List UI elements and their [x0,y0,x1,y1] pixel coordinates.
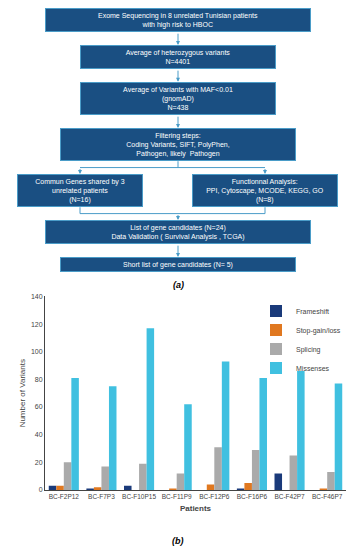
svg-text:(a): (a) [173,280,184,290]
svg-text:BC-F10P15: BC-F10P15 [122,493,156,500]
svg-text:BC-F16P6: BC-F16P6 [237,493,268,500]
svg-text:Number of Variants: Number of Variants [18,359,27,427]
svg-text:BC-F46P7: BC-F46P7 [312,493,343,500]
svg-text:80: 80 [35,376,43,383]
svg-text:BC-F42P7: BC-F42P7 [274,493,305,500]
svg-text:Short list of gene candidates: Short list of gene candidates (N= 5) [123,261,233,269]
svg-text:Exome Sequencing in 8 unrelate: Exome Sequencing in 8 unrelated Tunisian… [98,12,258,29]
svg-text:100: 100 [31,348,43,355]
svg-text:Missenses: Missenses [296,365,330,372]
svg-text:BC-F7P3: BC-F7P3 [88,493,115,500]
svg-text:140: 140 [31,293,43,300]
svg-text:120: 120 [31,321,43,328]
svg-text:BC-F11P9: BC-F11P9 [162,493,192,500]
svg-text:20: 20 [35,459,43,466]
svg-text:List of gene candidates (N=24): List of gene candidates (N=24)Data Valid… [111,224,244,241]
svg-text:Patients: Patients [180,504,212,513]
svg-text:Frameshift: Frameshift [296,308,329,315]
svg-text:Filtering steps:Coding Variant: Filtering steps:Coding Variants, SIFT, P… [126,132,229,158]
svg-text:Commun Genes shared by 3unrela: Commun Genes shared by 3unrelated patien… [35,178,125,204]
svg-text:60: 60 [35,403,43,410]
svg-text:BC-F2P12: BC-F2P12 [49,493,80,500]
svg-text:Average of heterozygous varian: Average of heterozygous variantsN=4401 [126,49,231,65]
svg-text:Stop-gain/loss: Stop-gain/loss [296,327,341,335]
svg-text:Functionnal Analysis:PPI, Cyto: Functionnal Analysis:PPI, Cytoscape, MCO… [206,178,324,204]
svg-text:BC-F12P6: BC-F12P6 [199,493,230,500]
svg-text:Splicing: Splicing [296,346,321,354]
svg-text:Average of Variants with MAF<0: Average of Variants with MAF<0.01(gnomAD… [123,86,233,111]
svg-text:40: 40 [35,431,43,438]
svg-text:0: 0 [39,486,43,493]
svg-text:(b): (b) [172,536,184,546]
